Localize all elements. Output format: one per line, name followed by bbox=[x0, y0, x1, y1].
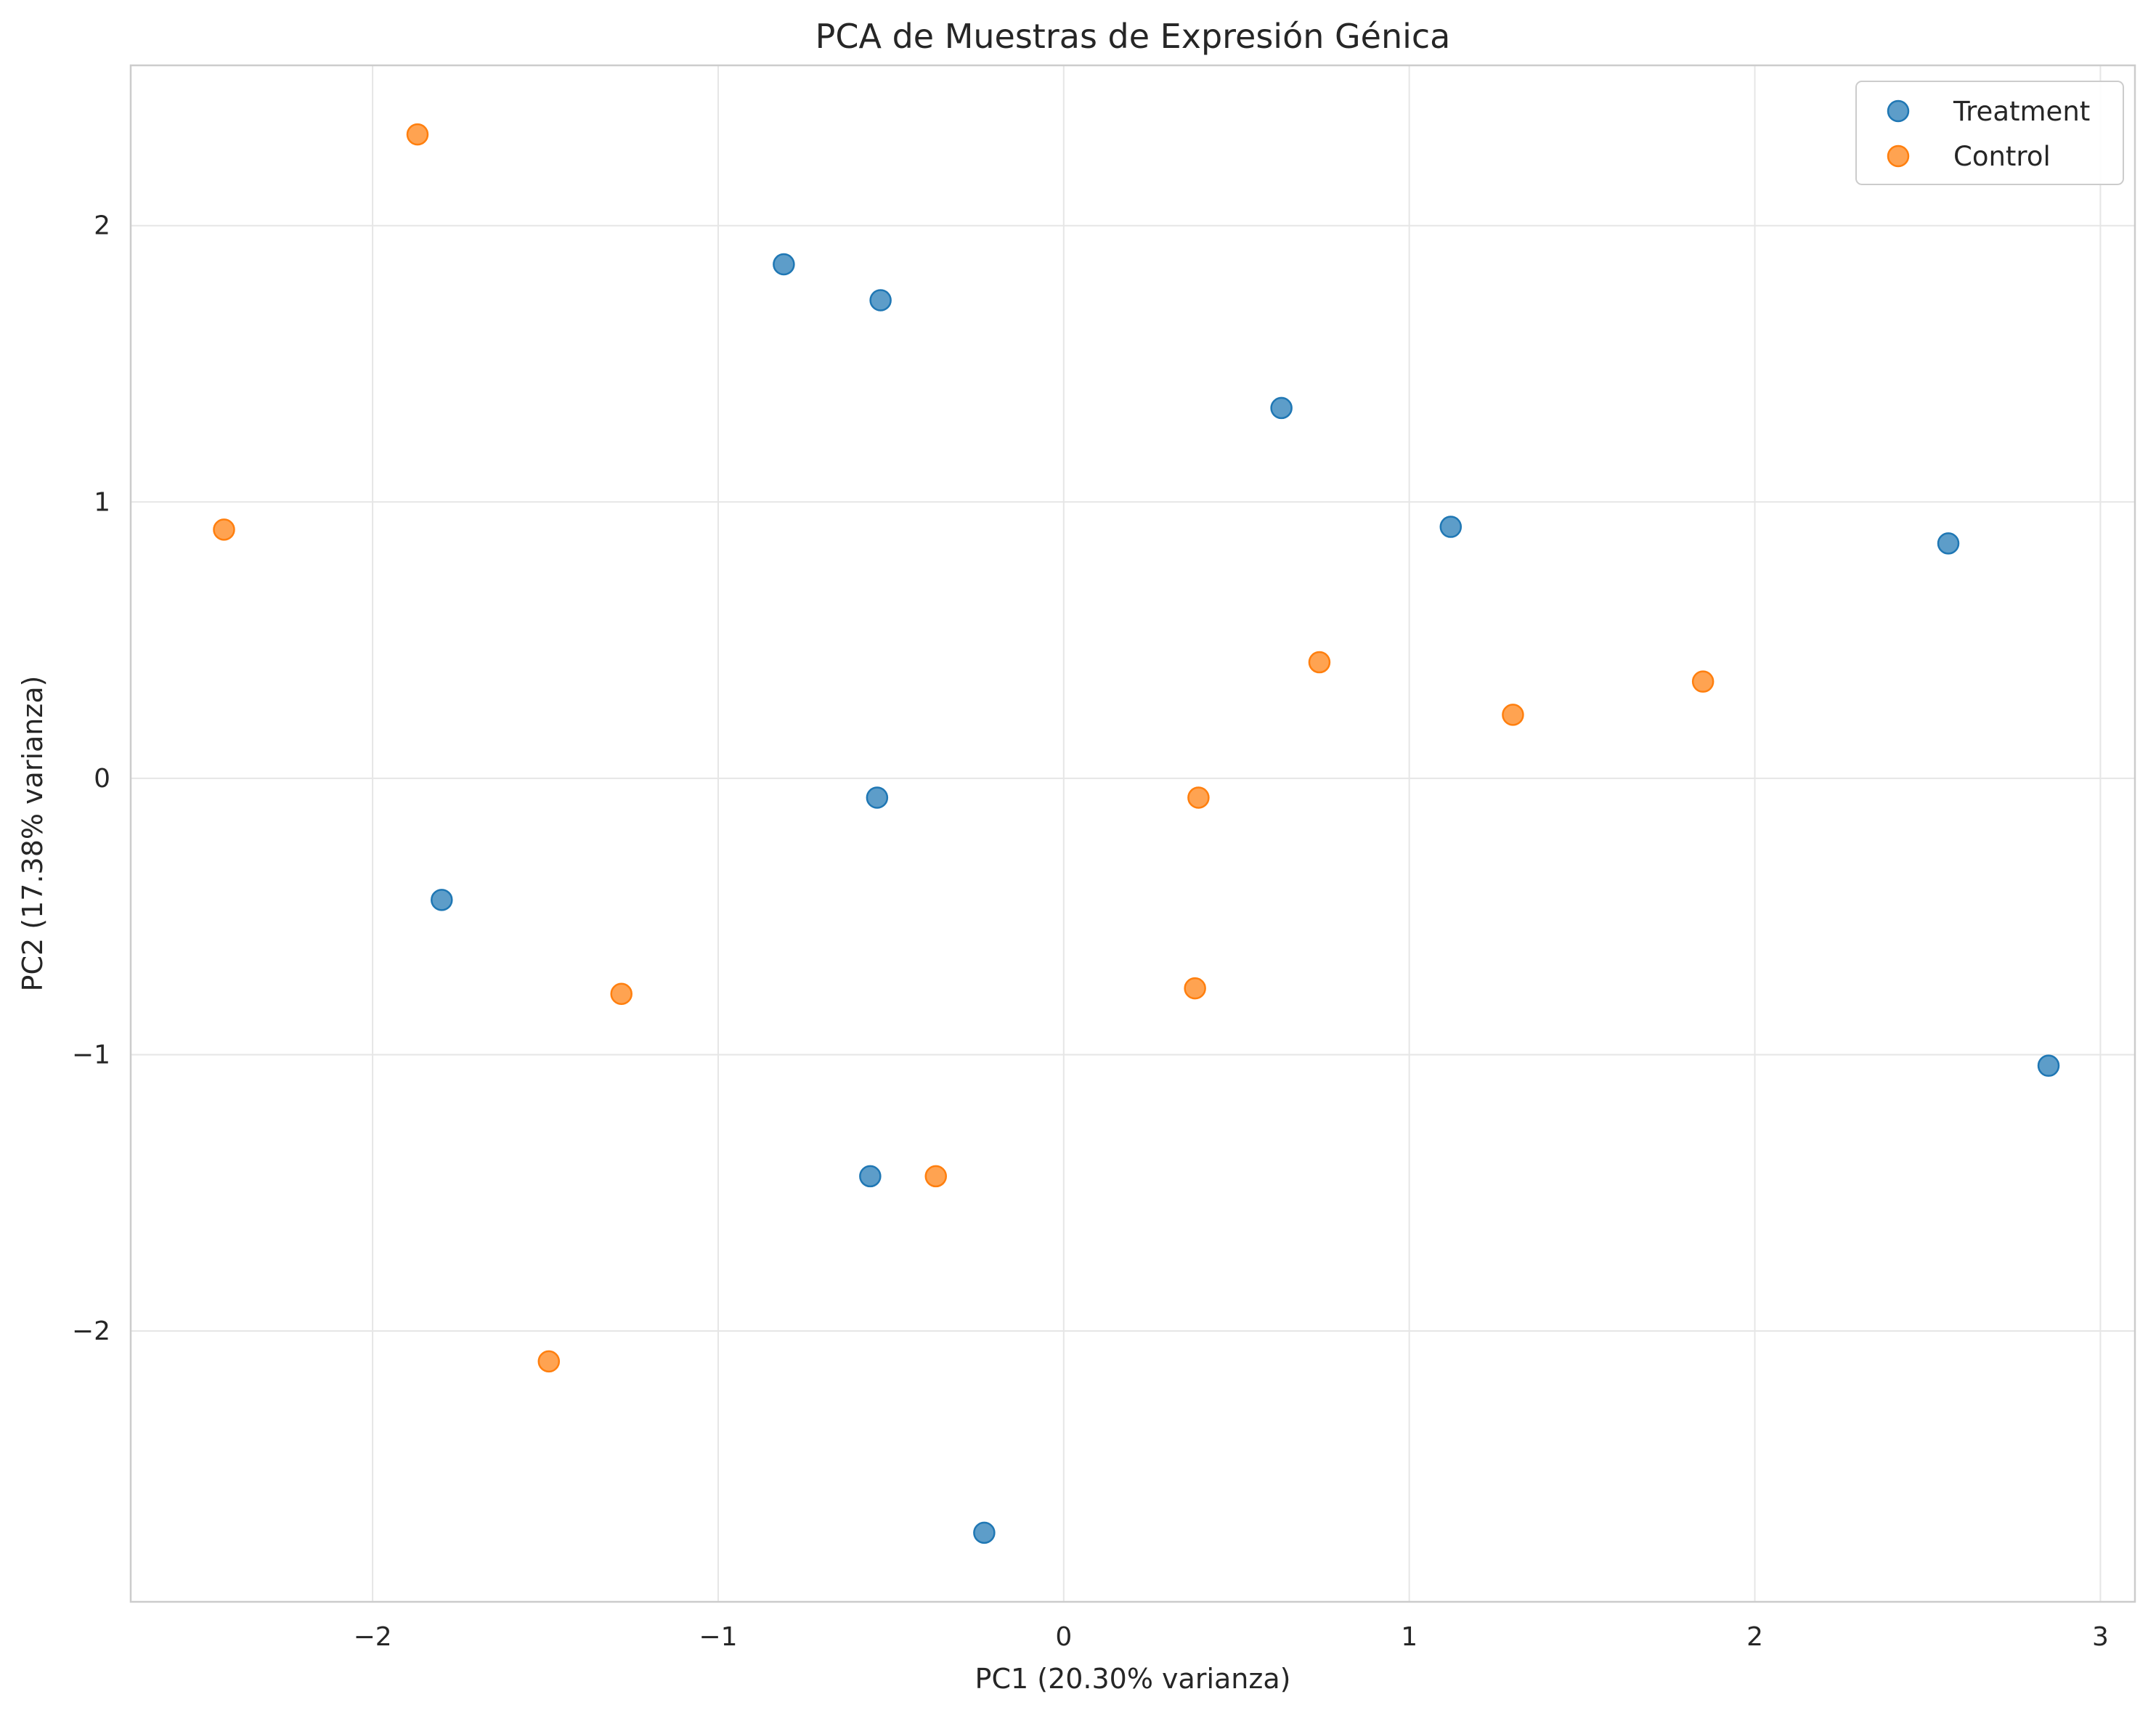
x-tick-label: 3 bbox=[2092, 1622, 2109, 1652]
treatment-point bbox=[866, 786, 889, 809]
legend-marker-control bbox=[1887, 144, 1910, 168]
control-point bbox=[213, 518, 235, 541]
control-point bbox=[1184, 977, 1206, 1000]
legend: Treatment Control bbox=[1855, 81, 2124, 185]
x-tick-label: −2 bbox=[354, 1622, 392, 1652]
control-point bbox=[1691, 670, 1714, 693]
x-tick-label: −1 bbox=[699, 1622, 737, 1652]
tick-labels: −2 −1 0 1 2 3 −2 −1 0 1 2 bbox=[72, 211, 2109, 1652]
treatment-point bbox=[1439, 516, 1463, 538]
treatment-point bbox=[859, 1165, 882, 1188]
control-point bbox=[1308, 651, 1331, 674]
x-tick-label: 2 bbox=[1746, 1622, 1763, 1652]
control-point bbox=[406, 123, 429, 146]
y-tick-label: 1 bbox=[94, 487, 110, 517]
y-tick-label: −2 bbox=[72, 1316, 110, 1346]
treatment-point bbox=[869, 289, 892, 312]
control-point bbox=[1502, 704, 1524, 726]
legend-box bbox=[1855, 81, 2124, 185]
x-tick-label: 0 bbox=[1055, 1622, 1072, 1652]
control-point bbox=[924, 1165, 948, 1188]
control-point bbox=[537, 1350, 561, 1373]
legend-label-control: Control bbox=[1953, 141, 2051, 172]
y-tick-label: 2 bbox=[94, 211, 110, 241]
treatment-point bbox=[973, 1521, 996, 1544]
legend-marker-treatment bbox=[1887, 99, 1910, 123]
treatment-point bbox=[1270, 396, 1293, 420]
treatment-point bbox=[2037, 1054, 2060, 1077]
chart-title: PCA de Muestras de Expresión Génica bbox=[815, 17, 1451, 56]
y-tick-label: −1 bbox=[72, 1040, 110, 1070]
x-axis-label: PC1 (20.30% varianza) bbox=[975, 1663, 1291, 1695]
data-points bbox=[213, 123, 2060, 1544]
y-axis-label: PC2 (17.38% varianza) bbox=[17, 676, 49, 992]
control-point bbox=[610, 982, 632, 1005]
y-tick-label: 0 bbox=[94, 764, 110, 794]
treatment-point bbox=[1937, 532, 1960, 555]
treatment-point bbox=[773, 253, 795, 276]
grid-lines bbox=[131, 65, 2135, 1602]
control-point bbox=[1187, 786, 1210, 809]
x-tick-label: 1 bbox=[1401, 1622, 1417, 1652]
treatment-point bbox=[431, 889, 453, 911]
legend-label-treatment: Treatment bbox=[1953, 96, 2090, 127]
plot-frame bbox=[129, 64, 2136, 1603]
